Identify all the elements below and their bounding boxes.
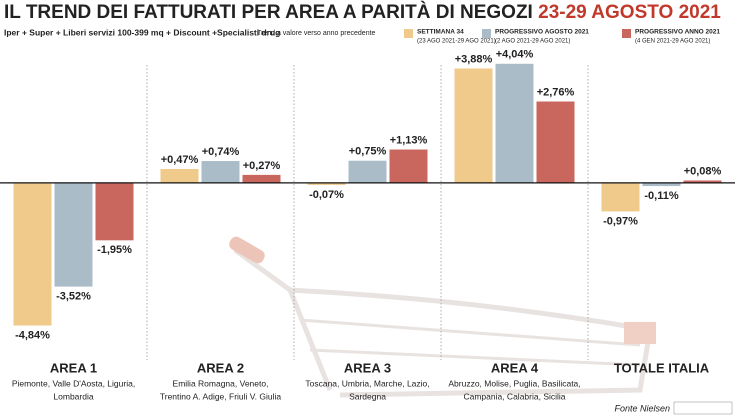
category-note: Campania, Calabria, Sicilia [463,391,565,401]
value-label: +0,75% [349,146,387,158]
value-label: -3,52% [56,290,91,302]
subtitle-note: Trend a valore verso anno precedente [257,30,376,37]
category-note: Toscana, Umbria, Marche, Lazio, [305,378,429,388]
value-label: +3,88% [455,53,493,65]
value-label: -0,11% [644,190,678,202]
x-tick-label: TOTALE ITALIA [614,360,710,375]
bar [201,161,240,183]
bar [495,63,534,183]
title-main: IL TREND DEI FATTURATI PER AREA A PARITÀ… [4,1,533,23]
legend-label: PROGRESSIVO ANNO 2021 [635,29,720,36]
category-note: Trentino A. Adige, Friuli V. Giulia [160,391,282,401]
bar [454,68,493,183]
legend-swatch [482,29,491,38]
value-label: -4,84% [15,329,50,341]
legend-swatch [404,29,413,38]
category-note: Emilia Romagna, Veneto, [173,378,269,388]
value-label: +0,08% [684,165,722,177]
bar [601,182,640,212]
logo-box [673,401,733,415]
bar [389,149,428,183]
bar [642,182,681,187]
bar [13,182,52,326]
value-label: -0,07% [309,189,344,201]
legend-period: (23 AGO 2021-29 AGO 2021) [417,39,496,45]
subtitle: Iper + Super + Liberi servizi 100-399 mq… [4,27,280,37]
bar [54,182,93,287]
bar [95,182,134,241]
bar [683,180,722,183]
x-tick-label: AREA 3 [344,360,391,375]
legend-label: SETTIMANA 34 [417,29,464,36]
source: Fonte Nielsen [614,403,670,413]
value-label: -1,95% [97,244,132,256]
legend-period: (2 AGO 2021-29 AGO 2021) [495,39,570,45]
value-label: +4,04% [496,49,534,61]
value-label: -0,97% [603,215,638,227]
title-date: 23-29 AGOSTO 2021 [538,2,721,23]
x-tick-label: AREA 1 [50,360,97,375]
category-note: Abruzzo, Molise, Puglia, Basilicata, [448,378,580,388]
legend-period: (4 GEN 2021-29 AGO 2021) [635,39,710,45]
value-label: +2,76% [537,86,575,98]
chart-title: IL TREND DEI FATTURATI PER AREA A PARITÀ… [4,1,721,23]
value-label: +0,74% [202,146,240,158]
bar [307,182,346,185]
category-note: Piemonte, Valle D'Aosta, Liguria, [12,378,135,388]
bar [348,160,387,183]
legend-label: PROGRESSIVO AGOSTO 2021 [495,29,589,36]
category-note: Sardegna [349,391,386,401]
value-label: +0,47% [161,154,199,166]
cart-tag [624,322,656,344]
x-tick-label: AREA 4 [491,360,539,375]
bar [242,174,281,183]
x-tick-label: AREA 2 [197,360,244,375]
legend-swatch [622,29,631,38]
cart-handle [229,236,265,264]
value-label: +0,27% [243,160,281,172]
bar [536,101,575,183]
value-label: +1,13% [390,134,428,146]
bar [160,168,199,183]
category-note: Lombardia [53,391,93,401]
